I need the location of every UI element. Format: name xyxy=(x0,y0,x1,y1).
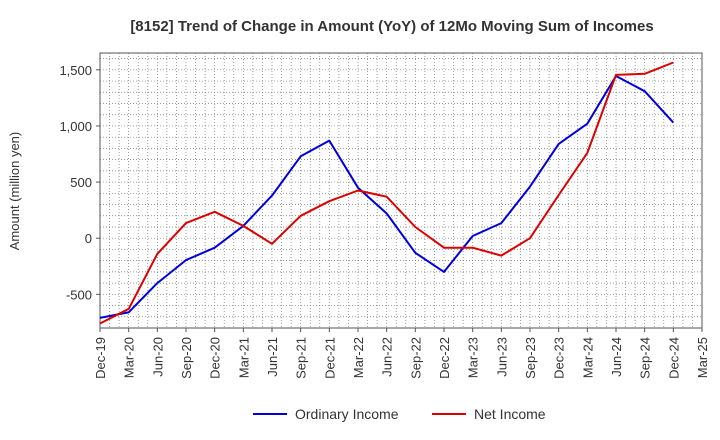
x-tick-label: Mar-20 xyxy=(122,337,137,378)
x-tick-label: Dec-20 xyxy=(208,337,223,379)
x-axis: Dec-19 Mar-20 Jun-20 Sep-20 Dec-20 Mar-21 Jun-… xyxy=(93,328,710,379)
x-tick-label: Mar-25 xyxy=(695,337,710,378)
series-line-net-income xyxy=(99,61,674,325)
x-tick-label: Mar-21 xyxy=(236,337,251,378)
y-tick-label: 1,000 xyxy=(59,119,92,134)
legend: Ordinary Income Net Income xyxy=(253,406,546,422)
x-tick-label: Mar-22 xyxy=(351,337,366,378)
legend-label-ordinary-income: Ordinary Income xyxy=(295,406,399,422)
x-tick-label: Sep-21 xyxy=(294,337,309,379)
x-tick-label: Jun-24 xyxy=(609,337,624,377)
x-tick-label: Dec-23 xyxy=(552,337,567,379)
y-axis-label: Amount (million yen) xyxy=(7,132,22,251)
chart-title: [8152] Trend of Change in Amount (YoY) o… xyxy=(130,18,653,35)
x-tick-label: Dec-21 xyxy=(322,337,337,379)
x-tick-label: Sep-22 xyxy=(408,337,423,379)
y-axis: -500 0 500 1,000 1,500 xyxy=(59,63,100,302)
x-tick-label: Jun-21 xyxy=(265,337,280,377)
grid xyxy=(100,53,702,328)
y-tick-label: 1,500 xyxy=(59,63,92,78)
x-tick-label: Jun-23 xyxy=(494,337,509,377)
x-tick-label: Mar-24 xyxy=(580,337,595,378)
x-tick-label: Sep-20 xyxy=(179,337,194,379)
series-group xyxy=(99,61,675,325)
x-tick-label: Sep-24 xyxy=(638,337,653,379)
x-tick-label: Jun-22 xyxy=(380,337,395,377)
x-tick-label: Dec-19 xyxy=(93,337,108,379)
x-tick-label: Jun-20 xyxy=(150,337,165,377)
y-tick-label: -500 xyxy=(66,287,92,302)
legend-label-net-income: Net Income xyxy=(474,406,546,422)
x-tick-label: Dec-24 xyxy=(666,337,681,379)
y-tick-label: 0 xyxy=(85,231,92,246)
x-tick-label: Sep-23 xyxy=(523,337,538,379)
plot-frame xyxy=(99,52,703,329)
x-tick-label: Mar-23 xyxy=(466,337,481,378)
series-line-ordinary-income xyxy=(99,75,675,319)
y-tick-label: 500 xyxy=(70,175,92,190)
x-tick-label: Dec-22 xyxy=(437,337,452,379)
